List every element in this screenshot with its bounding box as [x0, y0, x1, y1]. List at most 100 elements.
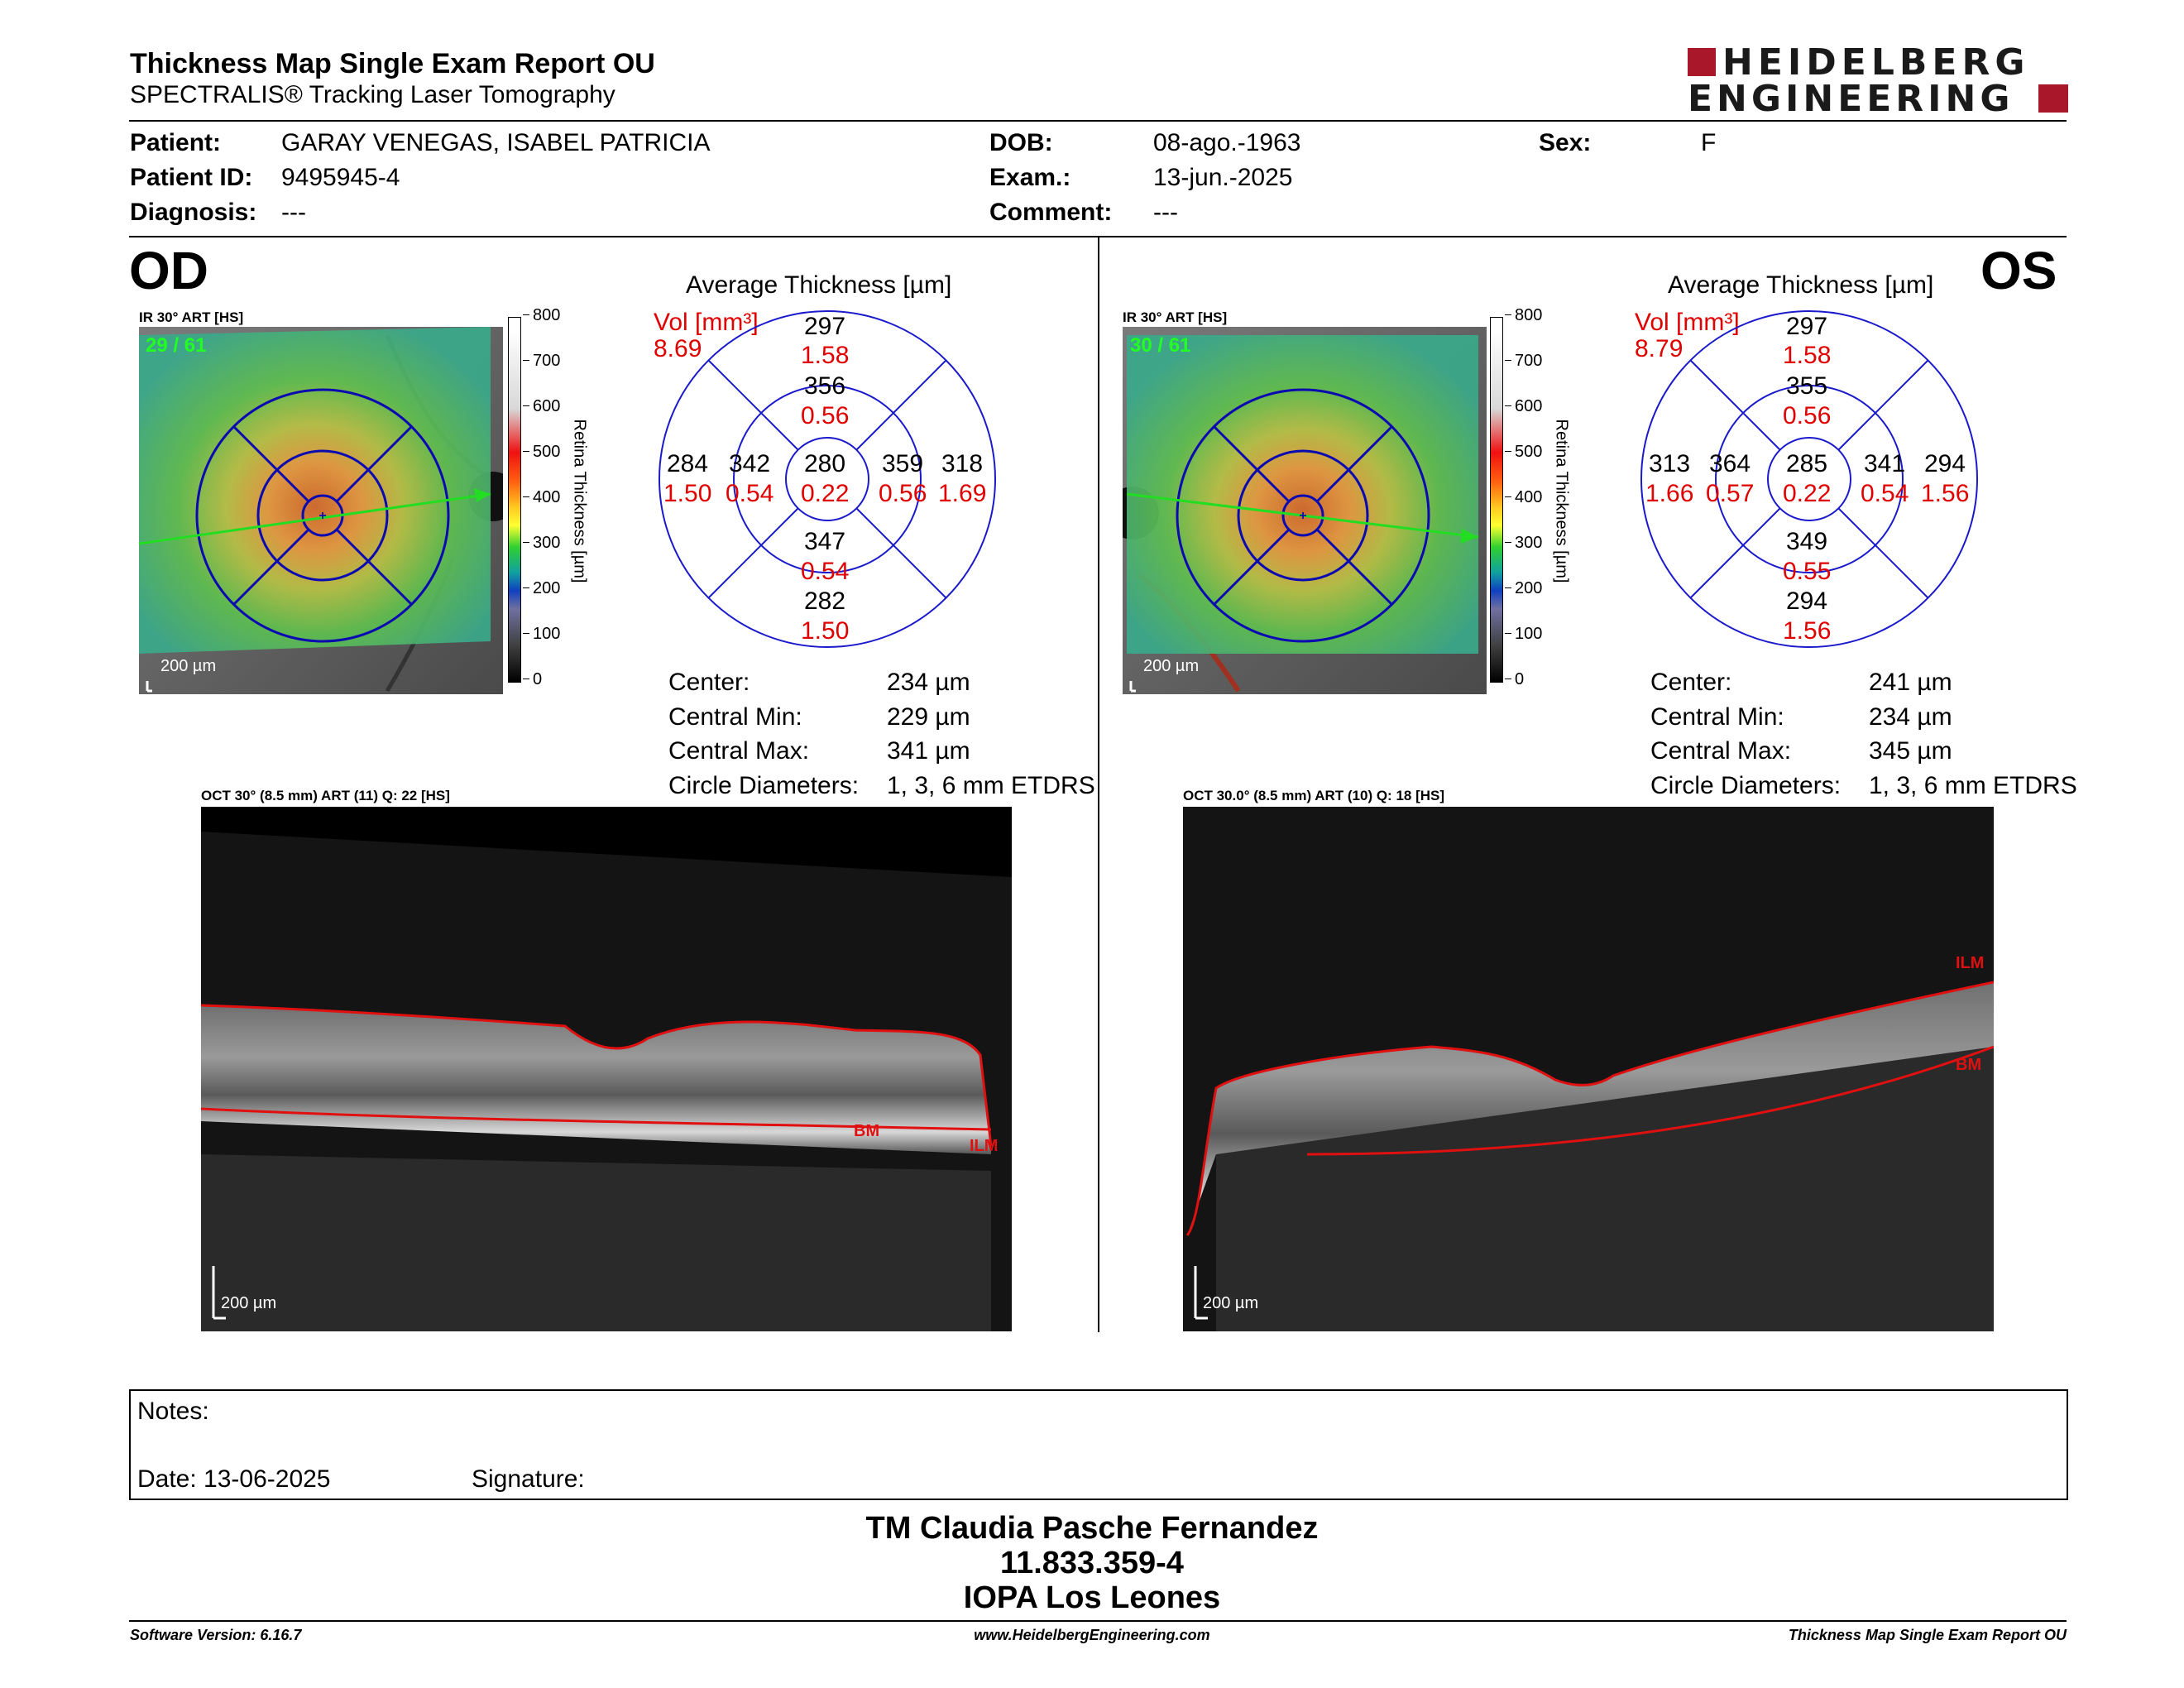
os-colorbar-tick-mark — [1505, 360, 1511, 361]
os-frame-counter: 30 / 61 — [1130, 334, 1191, 357]
od-stat-center-value: 234 µm — [887, 669, 970, 696]
os-oct-scale: 200 µm — [1203, 1294, 1259, 1312]
os-colorbar-tick-mark — [1505, 405, 1511, 406]
os-colorbar-tick-mark — [1505, 587, 1511, 588]
od-colorbar-tick-mark — [523, 633, 529, 634]
os-inner-right-vol: 0.54 — [1861, 480, 1909, 507]
footer-website[interactable]: www.HeidelbergEngineering.com — [974, 1627, 1210, 1643]
od-outer-left-vol: 1.50 — [663, 480, 712, 507]
od-fundus-scale: 200 µm — [160, 657, 217, 675]
os-outer-sup-thk: 297 — [1786, 313, 1828, 340]
od-outer-inf-vol: 1.50 — [801, 617, 850, 645]
os-colorbar-tick: 100 — [1515, 625, 1543, 643]
report-title: Thickness Map Single Exam Report OU — [130, 48, 655, 79]
os-colorbar-tick: 500 — [1515, 443, 1543, 461]
footer-report-name: Thickness Map Single Exam Report OU — [1788, 1627, 2067, 1643]
od-ilm-tag: ILM — [970, 1137, 999, 1155]
os-colorbar-tick-mark — [1505, 314, 1511, 315]
exam-label: Exam.: — [989, 164, 1071, 191]
od-oct-scale: 200 µm — [221, 1294, 277, 1312]
od-colorbar-tick: 200 — [533, 579, 561, 597]
od-colorbar-tick: 400 — [533, 488, 561, 506]
od-colorbar-tick: 700 — [533, 352, 561, 370]
os-etdrs-grid — [1640, 310, 1978, 648]
os-stat-max-label: Central Max: — [1650, 737, 1792, 765]
os-stat-diam-value: 1, 3, 6 mm ETDRS — [1869, 772, 2077, 799]
od-stat-diam-value: 1, 3, 6 mm ETDRS — [887, 772, 1095, 799]
os-colorbar — [1490, 317, 1503, 683]
comment-label: Comment: — [989, 199, 1113, 226]
od-outer-right-vol: 1.69 — [938, 480, 987, 507]
os-outer-right-thk: 294 — [1924, 450, 1966, 477]
od-inner-sup-thk: 356 — [804, 372, 846, 400]
od-oct-scan — [200, 807, 1012, 1331]
od-etdrs-grid — [659, 310, 996, 648]
signatory-name: TM Claudia Pasche Fernandez — [865, 1511, 1319, 1546]
notes-date: Date: 13-06-2025 — [137, 1465, 331, 1493]
od-inner-sup-vol: 0.56 — [801, 402, 850, 429]
os-colorbar-tick: 400 — [1515, 488, 1543, 506]
os-stat-center-value: 241 µm — [1869, 669, 1952, 696]
od-colorbar-tick-mark — [523, 496, 529, 497]
od-ir-label: IR 30° ART [HS] — [139, 309, 244, 325]
os-oct-label: OCT 30.0° (8.5 mm) ART (10) Q: 18 [HS] — [1183, 788, 1445, 803]
od-colorbar-label: Retina Thickness [µm] — [570, 419, 589, 583]
logo-line-1: HEIDELBERG — [1722, 41, 2030, 84]
eye-divider — [1098, 237, 1099, 1332]
notes-box[interactable]: Notes: Date: 13-06-2025 Signature: — [129, 1389, 2068, 1500]
patient-id-label: Patient ID: — [130, 164, 253, 191]
od-inner-left-thk: 342 — [729, 450, 771, 477]
os-eye-label: OS — [1980, 241, 2057, 300]
notes-label: Notes: — [137, 1398, 209, 1425]
signatory-rut: 11.833.359-4 — [1000, 1546, 1184, 1580]
od-stat-max-label: Central Max: — [668, 737, 810, 765]
od-inner-right-vol: 0.56 — [879, 480, 927, 507]
os-outer-sup-vol: 1.58 — [1783, 342, 1832, 369]
os-colorbar-tick-mark — [1505, 633, 1511, 634]
od-stat-center-label: Center: — [668, 669, 750, 696]
os-inner-sup-thk: 355 — [1786, 372, 1828, 400]
os-stat-center-label: Center: — [1650, 669, 1732, 696]
os-colorbar-tick: 200 — [1515, 579, 1543, 597]
od-thickness-map: + — [138, 327, 518, 694]
os-outer-left-vol: 1.66 — [1645, 480, 1694, 507]
header-rule — [129, 120, 2067, 122]
os-inner-inf-vol: 0.55 — [1783, 558, 1832, 585]
os-vol-label: Vol [mm³] — [1635, 309, 1740, 336]
od-frame-counter: 29 / 61 — [146, 334, 207, 357]
od-colorbar-tick-mark — [523, 451, 529, 452]
notes-signature-label: Signature: — [472, 1465, 585, 1493]
svg-text:+: + — [1299, 509, 1306, 523]
od-outer-sup-vol: 1.58 — [801, 342, 850, 369]
patient-label: Patient: — [130, 129, 222, 156]
diagnosis-label: Diagnosis: — [130, 199, 257, 226]
od-bm-tag: BM — [854, 1122, 880, 1140]
logo-square-top — [1688, 48, 1716, 76]
od-center-vol: 0.22 — [801, 480, 850, 507]
os-colorbar-tick-mark — [1505, 451, 1511, 452]
os-fundus-panel: + — [1106, 327, 1487, 694]
report-subtitle: SPECTRALIS® Tracking Laser Tomography — [130, 81, 615, 108]
od-outer-sup-thk: 297 — [804, 313, 846, 340]
heidelberg-logo: HEIDELBERG ENGINEERING — [1688, 41, 2068, 120]
comment-value: --- — [1153, 199, 1178, 226]
od-colorbar-tick-mark — [523, 360, 529, 361]
os-inner-sup-vol: 0.56 — [1783, 402, 1832, 429]
od-eye-label: OD — [129, 241, 208, 300]
od-oct-image — [200, 807, 1012, 1331]
od-outer-right-thk: 318 — [941, 450, 984, 477]
os-outer-inf-vol: 1.56 — [1783, 617, 1832, 645]
os-stat-max-value: 345 µm — [1869, 737, 1952, 765]
od-stat-diam-label: Circle Diameters: — [668, 772, 860, 799]
patient-name: GARAY VENEGAS, ISABEL PATRICIA — [281, 129, 711, 156]
footer-rule — [129, 1620, 2067, 1622]
od-colorbar-tick: 0 — [533, 670, 543, 688]
os-inner-left-thk: 364 — [1709, 450, 1751, 477]
od-vol-label: Vol [mm³] — [654, 309, 759, 336]
od-avg-title: Average Thickness [µm] — [686, 271, 952, 299]
os-colorbar-label: Retina Thickness [µm] — [1552, 419, 1571, 583]
dob-label: DOB: — [989, 129, 1053, 156]
od-vol-value: 8.69 — [654, 335, 702, 362]
od-oct-label: OCT 30° (8.5 mm) ART (11) Q: 22 [HS] — [201, 788, 450, 803]
od-inner-inf-thk: 347 — [804, 528, 846, 555]
